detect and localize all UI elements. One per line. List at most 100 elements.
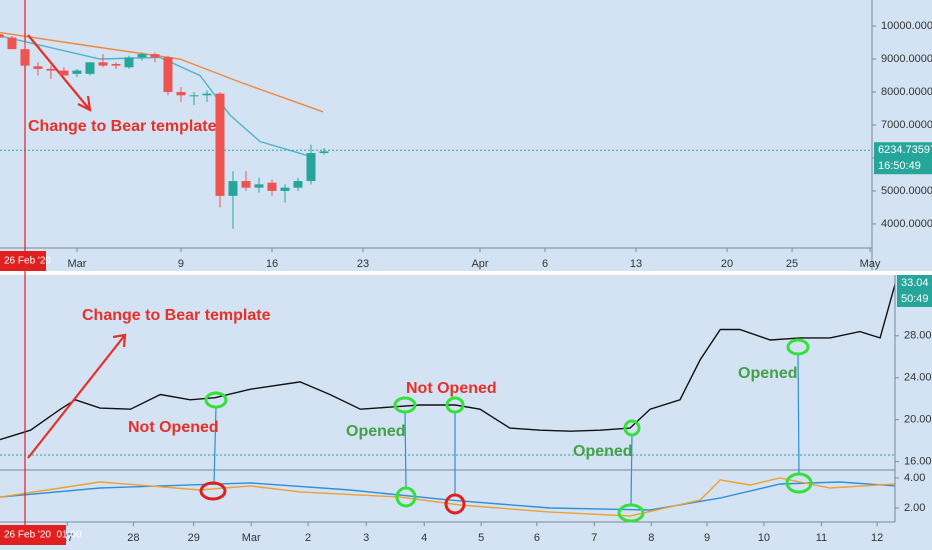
- x-tick-label: 28: [127, 532, 139, 544]
- x-tick-label: 10: [758, 532, 770, 544]
- candle-body: [319, 151, 329, 154]
- candle-body: [111, 63, 121, 66]
- x-tick-label: 25: [786, 258, 798, 270]
- annotation-arrows: [27, 34, 127, 459]
- candle-body: [267, 182, 277, 191]
- x-tick-label: 23: [357, 258, 369, 270]
- annotation: Change to Bear template: [28, 118, 217, 135]
- annotation: Not Opened: [128, 419, 219, 436]
- annotation: Not Opened: [406, 380, 497, 397]
- x-tick-label: 20: [721, 258, 733, 270]
- candle-body: [85, 62, 95, 74]
- y-tick-label: 28.00: [904, 330, 932, 342]
- connector: [797, 353, 800, 476]
- opened-marker: [445, 396, 465, 414]
- not-opened-marker: [199, 481, 227, 501]
- opened-marker: [393, 396, 417, 414]
- x-tick-label: 7: [591, 532, 597, 544]
- candle-body: [202, 93, 212, 96]
- connector: [404, 411, 407, 490]
- y-tick-label: 16.00: [904, 456, 932, 468]
- candle-body: [0, 34, 4, 38]
- last-price-box: [874, 142, 932, 175]
- candle-body: [137, 54, 147, 58]
- candle-body: [163, 57, 173, 93]
- annotation: Opened: [346, 423, 406, 440]
- x-tick-label: Mar: [67, 258, 86, 270]
- y-tick-label: 20.00: [904, 414, 932, 426]
- candle-body: [241, 181, 251, 188]
- annotation: Opened: [738, 365, 798, 382]
- price-line: [0, 477, 896, 517]
- price-line: [0, 481, 896, 511]
- x-tick-label: Mar: [242, 532, 261, 544]
- price-line: [0, 284, 896, 441]
- opened-marker: [395, 486, 417, 508]
- y-tick-label: 5000.00000: [881, 185, 932, 197]
- x-tick-label: 5: [478, 532, 484, 544]
- candle-body: [189, 95, 199, 97]
- y-tick-label: 24.00: [904, 372, 932, 384]
- candle-body: [254, 184, 264, 188]
- x-tick-label: Apr: [471, 258, 488, 270]
- candle-body: [59, 70, 69, 76]
- candle-body: [7, 37, 17, 50]
- cursor-label-box: [0, 525, 66, 545]
- moving-average: [0, 31, 324, 113]
- x-tick-label: 16: [266, 258, 278, 270]
- y-tick-label: 10000.00000: [881, 20, 932, 32]
- y-tick-label: 4000.00000: [881, 218, 932, 230]
- candle-body: [98, 62, 108, 66]
- x-tick-label: 9: [178, 258, 184, 270]
- candle-body: [150, 54, 160, 58]
- x-tick-label: 9: [704, 532, 710, 544]
- opened-marker: [204, 391, 228, 409]
- y-tick-label: 9000.00000: [881, 53, 932, 65]
- connector: [213, 406, 217, 485]
- not-opened-marker: [444, 493, 466, 515]
- candle-body: [46, 68, 56, 71]
- opened-marker: [785, 472, 813, 494]
- candle-body: [293, 181, 303, 188]
- pane-divider: [0, 271, 932, 275]
- markers: [199, 338, 813, 523]
- x-tick-label: 3: [363, 532, 369, 544]
- y-tick-label: 8000.00000: [881, 86, 932, 98]
- moving-average: [0, 35, 311, 157]
- x-tick-label: 6: [534, 532, 540, 544]
- x-tick-label: 8: [648, 532, 654, 544]
- candle-body: [306, 153, 316, 182]
- x-tick-label: 12: [871, 532, 883, 544]
- last-price-box: [897, 275, 932, 307]
- last-price-label: 33.04: [901, 277, 929, 289]
- connector: [630, 434, 633, 506]
- x-tick-label: 11: [816, 532, 827, 544]
- candle-body: [215, 93, 225, 196]
- candle-body: [124, 57, 134, 68]
- annotation: Change to Bear template: [82, 307, 271, 324]
- countdown-label: 50:49: [901, 293, 929, 305]
- x-tick-label: May: [860, 258, 881, 270]
- cursor-label-box: [0, 251, 46, 271]
- annotation: Opened: [573, 443, 633, 460]
- candle-body: [20, 49, 30, 66]
- connectors: [213, 353, 800, 506]
- x-tick-label: 29: [188, 532, 200, 544]
- candle-body: [72, 70, 82, 74]
- countdown-label: 16:50:49: [878, 160, 921, 172]
- x-tick-label: 4: [421, 532, 427, 544]
- y-tick-label: 2.00: [904, 502, 925, 514]
- candle-body: [280, 187, 290, 191]
- last-price-label: 6234.73597: [878, 144, 932, 156]
- cursor-label: 26 Feb '20: [4, 256, 51, 267]
- arrow: [27, 333, 127, 459]
- candle-body: [228, 181, 238, 196]
- candle-body: [33, 66, 43, 69]
- cursor-label: 26 Feb '20 01:00: [4, 530, 82, 541]
- opened-marker: [786, 338, 810, 356]
- opened-marker: [617, 503, 645, 523]
- x-tick-label: 2: [305, 532, 311, 544]
- y-tick-label: 7000.00000: [881, 119, 932, 131]
- arrow: [27, 34, 92, 112]
